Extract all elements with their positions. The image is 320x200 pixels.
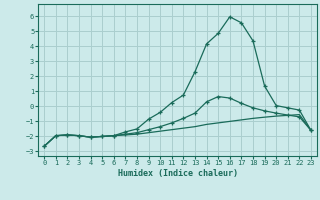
X-axis label: Humidex (Indice chaleur): Humidex (Indice chaleur)	[118, 169, 238, 178]
